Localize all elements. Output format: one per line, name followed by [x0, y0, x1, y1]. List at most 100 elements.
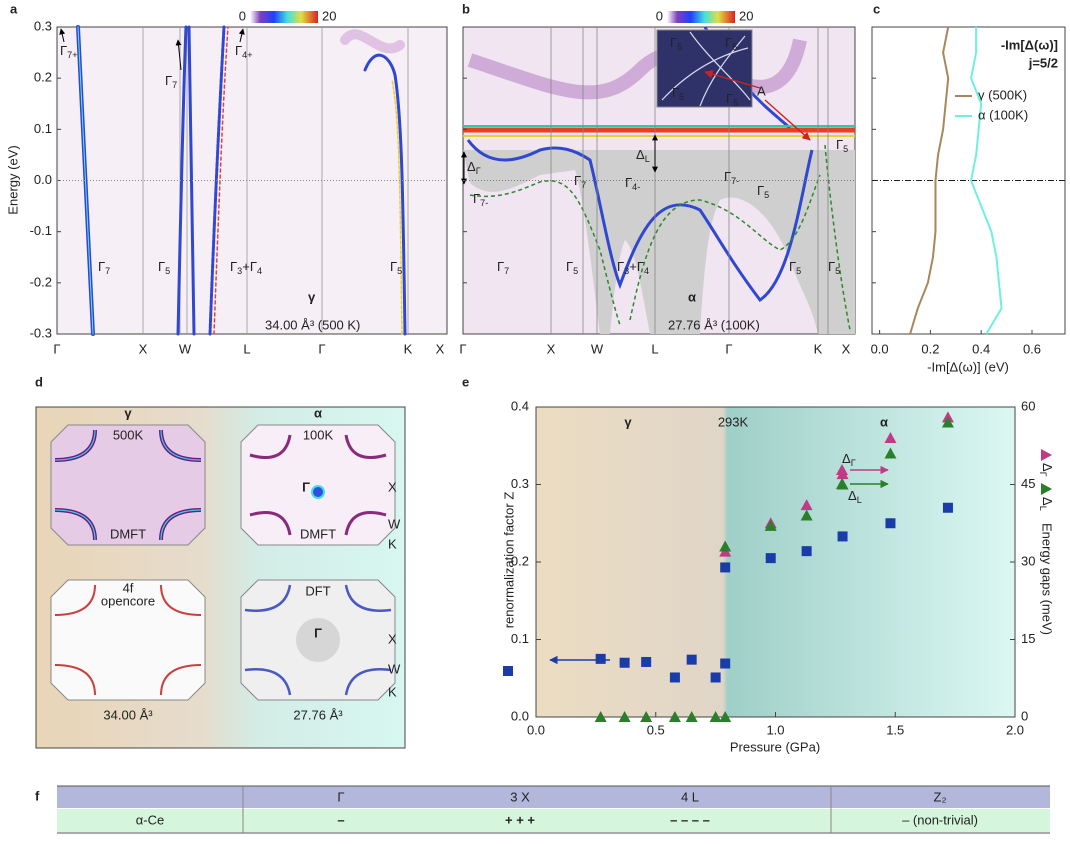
state-label-part: 7: [504, 266, 509, 276]
x-tick-label: 0.4: [972, 341, 990, 356]
volume-label: 34.00 Å³: [103, 707, 153, 722]
x-tick-label: 0.0: [871, 341, 889, 356]
point: [686, 654, 697, 665]
legend-label-part: Δ: [848, 488, 857, 503]
state-label-part: Γ: [574, 173, 581, 188]
point: [800, 509, 813, 521]
state-label: Γ3+Γ4: [230, 259, 262, 276]
k-label: W: [179, 341, 192, 356]
bz-point: W: [388, 516, 401, 531]
state-label: Γ5: [158, 259, 170, 276]
center-label: Γ: [302, 479, 310, 494]
point: [685, 711, 698, 722]
x-tick-label: 0.2: [921, 341, 939, 356]
state-label-part: 7: [105, 266, 110, 276]
state-label-part: +Γ: [242, 259, 257, 274]
state-label-part: 7: [172, 80, 177, 90]
inset-label-part: 5: [679, 92, 684, 102]
method: DFT: [305, 583, 330, 598]
point: [720, 658, 731, 669]
state-label-part: Γ: [473, 191, 480, 206]
point: [765, 553, 776, 564]
state-label-part: 5: [835, 266, 840, 276]
legend-label: ΔΓ: [842, 451, 856, 468]
point: [503, 666, 513, 676]
legend-label-part: Δ: [1040, 497, 1055, 506]
state-label-part: Γ: [617, 259, 624, 274]
table-cell: α-Ce: [136, 812, 164, 827]
y2-tick-label: 0: [1021, 708, 1028, 723]
y2-tick-label: 15: [1021, 631, 1035, 646]
point: [884, 432, 897, 443]
marker-label: A: [757, 83, 766, 98]
point: [1041, 449, 1052, 461]
colorbar-label: 0: [239, 8, 246, 23]
y-axis-label: renormalization factor Z: [501, 492, 516, 629]
y-tick-label: 0.1: [511, 631, 529, 646]
gap-label-part: Δ: [467, 159, 476, 174]
legend-label: γ (500K): [978, 87, 1027, 102]
state-label: Γ5: [789, 259, 801, 276]
state-label-part: Γ: [235, 43, 242, 58]
x-axis-label: Pressure (GPa): [730, 739, 820, 754]
y-tick-label: 0.0: [34, 172, 52, 187]
y-tick-label: -0.2: [30, 274, 52, 289]
state-label-part: 3: [237, 266, 242, 276]
state-label-part: 5: [764, 190, 769, 200]
y-tick-label: 0.1: [34, 121, 52, 136]
point: [764, 519, 777, 531]
y2-tick-label: 60: [1021, 398, 1035, 413]
state-label: Γ7: [574, 173, 586, 190]
point: [1041, 483, 1052, 495]
state-label: Γ7-: [473, 191, 488, 208]
point: [801, 546, 812, 557]
state-label-part: 5: [573, 266, 578, 276]
table-cell: –: [337, 812, 344, 827]
legend-label: α (100K): [978, 107, 1028, 122]
point: [836, 464, 848, 475]
inset-label-part: 5: [733, 98, 738, 108]
y-tick-label: -0.3: [30, 325, 52, 340]
bz-point: W: [388, 661, 401, 676]
point: [618, 711, 631, 722]
gap-label-part: Γ: [476, 166, 481, 176]
table-header: Z₂: [934, 789, 947, 804]
legend-label-part: Γ: [1038, 472, 1048, 477]
state-label-part: 5: [843, 144, 848, 154]
state-label: Γ7+: [60, 43, 78, 60]
method: DMFT: [110, 526, 146, 541]
state-label-part: 5: [397, 266, 402, 276]
state-label-part: Γ: [789, 259, 796, 274]
point: [595, 653, 606, 664]
bz-point: X: [388, 479, 397, 494]
table-cell: – (non-trivial): [902, 812, 978, 827]
method: DMFT: [300, 526, 336, 541]
state-label: Γ7: [98, 259, 110, 276]
inset-label-part: Γ: [726, 91, 733, 106]
method: opencore: [101, 593, 155, 608]
state-label-part: Γ: [836, 137, 843, 152]
state-label: Γ7: [165, 73, 177, 90]
state-label-part: Γ: [98, 259, 105, 274]
annotation: 293K: [718, 414, 749, 429]
point: [641, 656, 652, 667]
panel-d-maps: [35, 406, 406, 749]
colorbar-label: 20: [739, 8, 753, 23]
state-label: Γ4-: [625, 175, 640, 192]
legend-label: ΔL: [1038, 497, 1055, 511]
point: [942, 502, 953, 513]
panel-label: a: [10, 1, 18, 16]
state-label-part: Γ: [158, 259, 165, 274]
inset-label: Γ5: [672, 85, 684, 102]
legend-title: -Im[Δ(ω)]: [1001, 37, 1058, 52]
panel-label: c: [873, 1, 880, 16]
temperature: 500K: [113, 427, 144, 442]
x-tick-label: 1.5: [886, 722, 904, 737]
inset-label-part: Γ: [670, 35, 677, 50]
state-label: Γ3+Γ4: [617, 259, 649, 276]
method: 4f: [123, 580, 134, 595]
state-label-part: 4: [644, 266, 649, 276]
state-label-part: Γ: [757, 183, 764, 198]
state-label-part: Γ: [390, 259, 397, 274]
